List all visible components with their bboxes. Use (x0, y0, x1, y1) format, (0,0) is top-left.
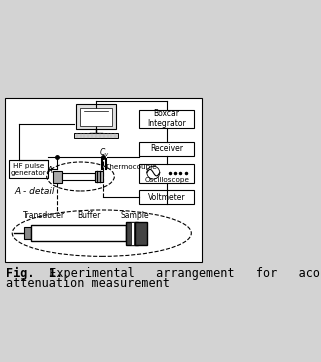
Bar (62, 173, 95, 180)
Bar (126, 222, 138, 245)
Bar (139, 164, 194, 183)
Bar (135, 222, 147, 245)
Bar (53, 171, 62, 183)
Bar (139, 190, 194, 204)
Bar (131, 222, 134, 245)
Bar (5, 98, 202, 262)
Bar (76, 104, 116, 129)
Text: HF pulse
generator: HF pulse generator (11, 163, 46, 176)
Bar (139, 142, 194, 156)
Bar (139, 109, 194, 127)
Text: attenuation measurement: attenuation measurement (6, 277, 170, 290)
Text: Fig.  1.: Fig. 1. (6, 267, 64, 280)
Text: Experimental   arrangement   for   acoustic: Experimental arrangement for acoustic (35, 267, 321, 280)
Bar (31, 226, 126, 241)
Text: Voltmeter: Voltmeter (148, 193, 185, 202)
Bar (9, 160, 48, 178)
Text: Transducer: Transducer (23, 211, 65, 220)
Text: Oscilloscope: Oscilloscope (144, 177, 189, 184)
Text: Receiver: Receiver (150, 144, 183, 153)
Text: Sample: Sample (121, 211, 150, 220)
Bar (24, 227, 31, 239)
Text: A: A (47, 165, 53, 174)
Bar (74, 133, 118, 138)
Bar (80, 108, 112, 126)
Bar (95, 171, 103, 182)
Text: Buffer: Buffer (77, 211, 100, 220)
Text: Thermocouple: Thermocouple (105, 164, 157, 171)
Text: A - detail: A - detail (14, 187, 55, 196)
Text: $C_v$: $C_v$ (99, 147, 110, 159)
Text: Boxcar
Integrator: Boxcar Integrator (147, 109, 186, 128)
